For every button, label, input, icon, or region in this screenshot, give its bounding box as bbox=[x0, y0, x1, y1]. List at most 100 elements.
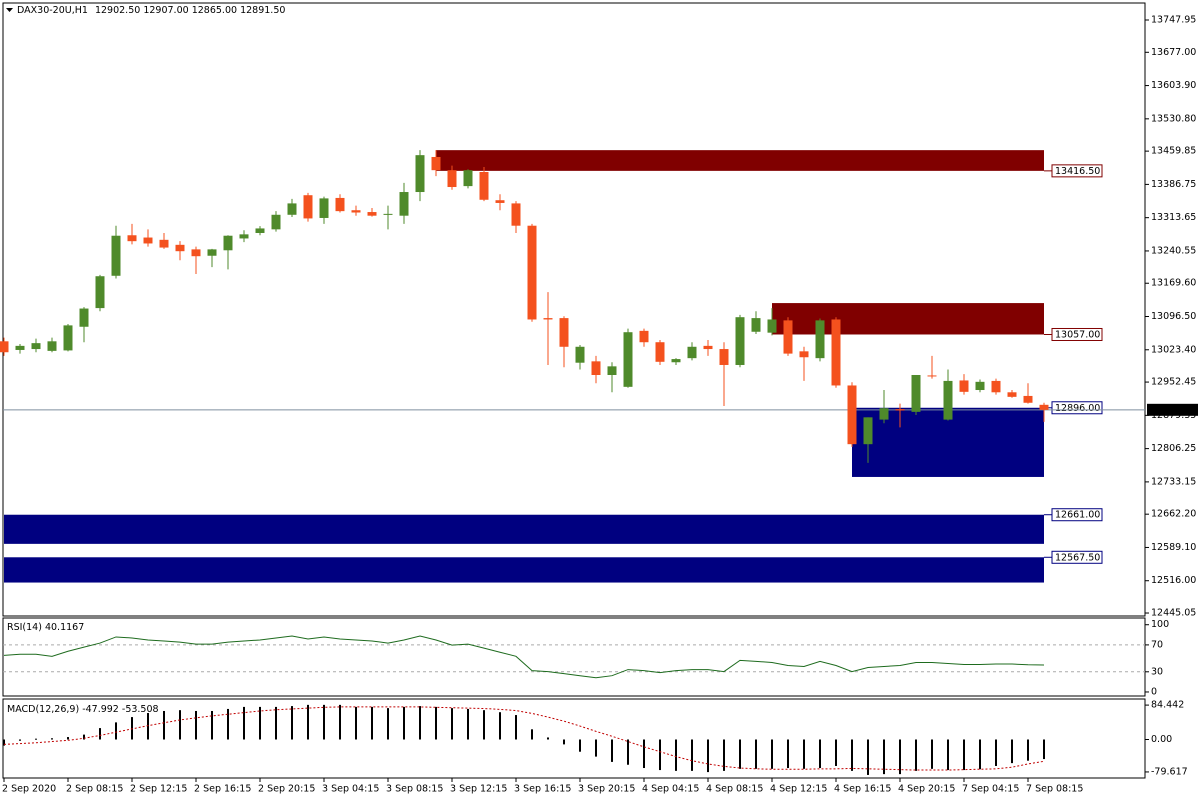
candle-body bbox=[1023, 395, 1033, 403]
symbol: DAX30-20U,H1 bbox=[17, 5, 88, 16]
macd-bar bbox=[579, 739, 581, 752]
candle-body bbox=[271, 214, 281, 230]
y-tick-label: 30 bbox=[1151, 666, 1163, 677]
zone bbox=[436, 150, 1044, 171]
last-price-box bbox=[1147, 403, 1198, 416]
zone-label-box bbox=[1051, 327, 1103, 341]
macd-bar bbox=[739, 739, 741, 769]
main-panel bbox=[2, 2, 1146, 617]
macd-bar bbox=[867, 739, 869, 775]
macd-value: -47.992 bbox=[82, 704, 119, 715]
zone bbox=[4, 557, 1044, 583]
zone-label: 12567.50 bbox=[1055, 552, 1100, 563]
candle-body bbox=[751, 318, 761, 332]
candle-body bbox=[991, 380, 1001, 393]
x-tick-label: 4 Sep 16:15 bbox=[834, 784, 891, 795]
macd-bar bbox=[627, 739, 629, 765]
macd-bar bbox=[35, 738, 37, 740]
candle-body bbox=[1007, 392, 1017, 397]
candle-body bbox=[31, 343, 41, 350]
macd-bar bbox=[307, 704, 309, 740]
y-tick-label: 12516.00 bbox=[1151, 575, 1196, 586]
y-tick-label: 13603.90 bbox=[1151, 80, 1196, 91]
candle-body bbox=[607, 366, 617, 375]
macd-bar bbox=[755, 739, 757, 769]
y-tick-label: 13386.75 bbox=[1151, 179, 1196, 190]
x-tick-label: 4 Sep 08:15 bbox=[706, 784, 763, 795]
x-tick-label: 7 Sep 04:15 bbox=[962, 784, 1019, 795]
y-tick-label: 12589.10 bbox=[1151, 542, 1196, 553]
candle-body bbox=[559, 318, 569, 347]
y-tick-label: 13169.60 bbox=[1151, 278, 1196, 289]
candle-body bbox=[911, 374, 921, 412]
macd-bar bbox=[819, 739, 821, 769]
candle-body bbox=[239, 234, 249, 239]
candle-body bbox=[815, 320, 825, 359]
macd-bar bbox=[883, 739, 885, 775]
candle-body bbox=[831, 319, 841, 386]
macd-bar bbox=[355, 706, 357, 740]
rsi-line bbox=[3, 635, 1045, 679]
candle-body bbox=[351, 210, 361, 213]
candle-body bbox=[399, 192, 409, 216]
y-tick-label: 13240.55 bbox=[1151, 245, 1196, 256]
candle-body bbox=[703, 345, 713, 350]
zone-label-box bbox=[1051, 164, 1103, 178]
candle-body bbox=[287, 203, 297, 215]
candle-body bbox=[335, 197, 345, 212]
candle-body bbox=[159, 239, 169, 248]
macd-bar bbox=[339, 704, 341, 740]
macd-bar bbox=[931, 739, 933, 769]
y-tick-label: 12806.25 bbox=[1151, 443, 1196, 454]
marks: 13747.95 13677.00 13603.90 13530.80 13459.85… bbox=[0, 14, 1198, 795]
macd-bar bbox=[691, 739, 693, 771]
zone-label: 13416.50 bbox=[1055, 166, 1100, 177]
candle-body bbox=[319, 198, 329, 218]
x-tick-label: 2 Sep 08:15 bbox=[66, 784, 123, 795]
y-tick-label: 13677.00 bbox=[1151, 47, 1196, 58]
macd-bar bbox=[67, 737, 69, 740]
last-price-label: 12891.50 bbox=[1151, 405, 1196, 416]
macd-bar bbox=[499, 712, 501, 740]
candle-body bbox=[495, 200, 505, 203]
candle-body bbox=[927, 375, 937, 377]
macd-bar bbox=[291, 706, 293, 740]
candle-body bbox=[863, 417, 873, 445]
macd-bar bbox=[83, 734, 85, 740]
macd-bar bbox=[371, 706, 373, 740]
y-tick-label: 70 bbox=[1151, 639, 1163, 650]
candle-body bbox=[431, 156, 441, 171]
signal-value: -53.508 bbox=[122, 704, 159, 715]
x-tick-label: 4 Sep 04:15 bbox=[642, 784, 699, 795]
zone-label-box bbox=[1051, 401, 1103, 415]
macd-bar bbox=[99, 728, 101, 740]
candle-body bbox=[303, 195, 313, 219]
rsi-panel bbox=[2, 617, 1146, 697]
zone-label: 12896.00 bbox=[1055, 403, 1100, 414]
menu-arrow[interactable] bbox=[6, 8, 13, 12]
x-tick-label: 4 Sep 20:15 bbox=[898, 784, 955, 795]
candle-body bbox=[639, 330, 649, 343]
candle-body bbox=[111, 235, 121, 276]
candle-body bbox=[63, 325, 73, 351]
rsi-title: RSI(14) 40.1167 bbox=[7, 622, 84, 633]
candle-body bbox=[879, 408, 889, 420]
open-value: 12902.50 bbox=[95, 5, 140, 16]
macd-bar bbox=[51, 738, 53, 740]
candle-body bbox=[95, 276, 105, 309]
candle-body bbox=[191, 249, 201, 257]
y-tick-label: 13023.40 bbox=[1151, 344, 1196, 355]
y-tick-label: 100 bbox=[1151, 619, 1169, 630]
macd-bar bbox=[163, 710, 165, 740]
candle-body bbox=[671, 359, 681, 363]
macd-bar bbox=[131, 717, 133, 740]
close-value: 12891.50 bbox=[240, 5, 285, 16]
macd-bar bbox=[227, 708, 229, 740]
zone-label: 12661.00 bbox=[1055, 510, 1100, 521]
macd-bar bbox=[483, 710, 485, 740]
candle-body bbox=[719, 349, 729, 365]
candle-body bbox=[0, 341, 9, 353]
y-tick-label: 12662.20 bbox=[1151, 509, 1196, 520]
y-tick-label: 13747.95 bbox=[1151, 14, 1196, 25]
x-tick-label: 3 Sep 08:15 bbox=[386, 784, 443, 795]
